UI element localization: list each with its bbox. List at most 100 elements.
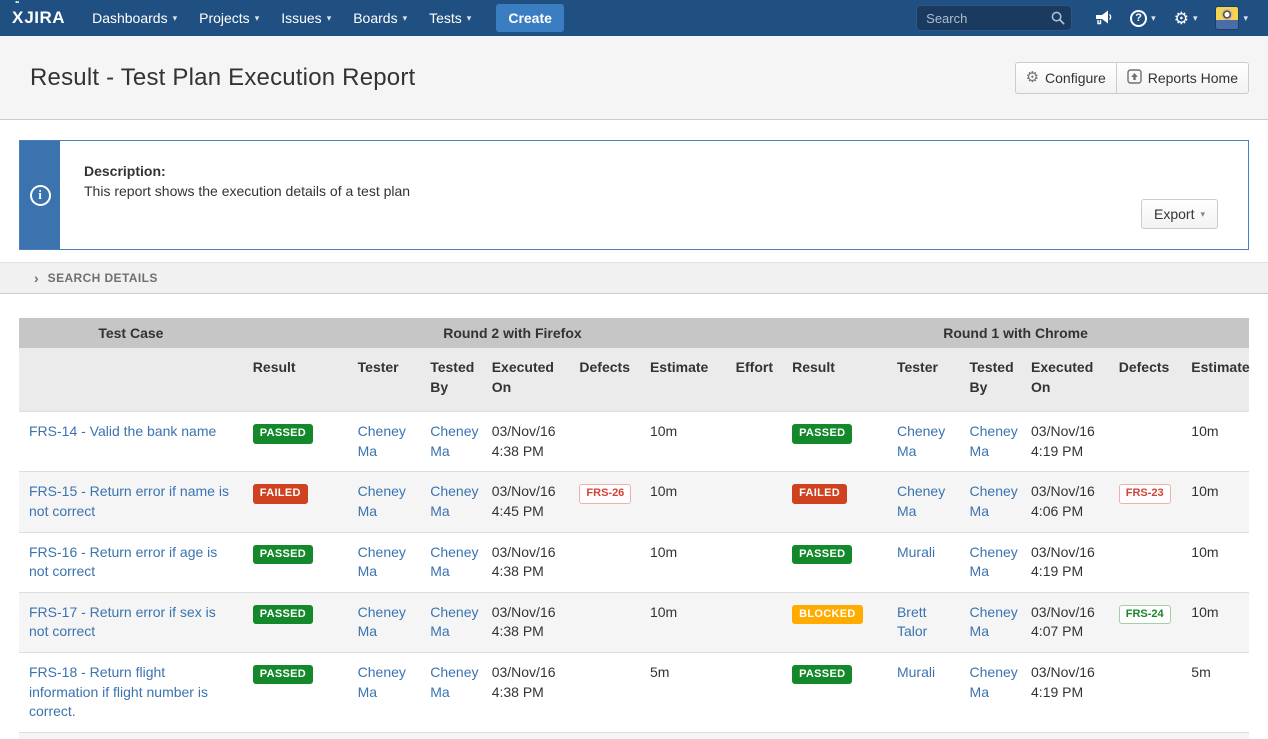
user-link[interactable]: Cheney Ma — [969, 603, 1018, 640]
user-link[interactable]: Cheney Ma — [357, 543, 406, 580]
description-label: Description: — [84, 163, 166, 179]
nav-link-issues[interactable]: Issues ▾ — [270, 1, 342, 35]
cell-text: 03/Nov/16 4:19 PM — [1021, 732, 1109, 739]
user-link[interactable]: Cheney Ma — [430, 663, 479, 700]
cell-text: 03/Nov/16 4:38 PM — [491, 423, 556, 459]
user-link[interactable]: Cheney Ma — [357, 483, 406, 519]
cell-text: 10m — [1181, 471, 1249, 533]
reports-home-icon — [1127, 68, 1142, 87]
test-case-link[interactable]: FRS-15 - Return error if name is not cor… — [29, 483, 229, 519]
user-link[interactable]: Cheney Ma — [357, 423, 406, 459]
user-link[interactable]: Cheney Ma — [430, 543, 479, 580]
empty-cell — [725, 732, 783, 739]
user-link[interactable]: Cheney Ma — [969, 663, 1018, 700]
user-link[interactable]: Cheney Ma — [896, 483, 946, 519]
nav-item-tests: Tests ▾ — [418, 1, 482, 35]
execution-status-badge[interactable]: PASSED — [252, 424, 314, 444]
quick-search — [916, 5, 1073, 31]
configure-button[interactable]: ⚙ Configure — [1014, 61, 1117, 94]
chevron-down-icon: ▾ — [1151, 12, 1156, 23]
table-row: FRS-14 - Valid the bank name PASSED Cheney… — [19, 411, 1249, 472]
nav-link-boards[interactable]: Boards ▾ — [342, 1, 418, 35]
user-link[interactable]: Cheney Ma — [430, 423, 479, 459]
execution-status-badge[interactable]: FAILED — [792, 484, 848, 504]
nav-menu: Dashboards ▾ Projects ▾ Issues ▾ Boards ▾ Tests ▾ — [81, 1, 482, 35]
jira-logo[interactable]: X JIRA — [11, 0, 65, 28]
cell-text: 03/Nov/16 4:38 PM — [491, 663, 556, 700]
defect-link-badge[interactable]: FRS-23 — [1118, 484, 1171, 504]
defect-link-badge[interactable]: FRS-26 — [579, 484, 632, 504]
user-profile-button[interactable]: ▾ — [1209, 1, 1254, 35]
execution-status-badge[interactable]: BLOCKED — [792, 604, 863, 625]
nav-link-dashboards[interactable]: Dashboards ▾ — [81, 1, 188, 35]
chevron-down-icon: ▾ — [1243, 12, 1248, 23]
column-header-tester: Tester — [347, 348, 421, 412]
cell-text: 10m — [1191, 543, 1219, 560]
test-case-link[interactable]: FRS-17 - Return error if sex is not corr… — [29, 603, 216, 640]
info-icon: i — [29, 184, 51, 206]
export-button[interactable]: Export ▾ — [1141, 199, 1218, 229]
empty-cell — [569, 412, 640, 472]
table-row: FRS-18 - Return flight information if fl… — [19, 652, 1249, 732]
avatar — [1215, 6, 1240, 30]
reports-home-button[interactable]: Reports Home — [1115, 61, 1249, 94]
execution-status-badge[interactable]: PASSED — [252, 664, 314, 685]
empty-cell — [726, 412, 782, 472]
nav-link-projects[interactable]: Projects ▾ — [188, 1, 270, 35]
user-link[interactable]: Cheney Ma — [430, 483, 479, 519]
execution-status-badge[interactable]: PASSED — [252, 604, 314, 625]
cell-text: 03/Nov/16 4:07 PM — [1021, 592, 1109, 653]
search-input[interactable] — [916, 5, 1073, 31]
table-group-header-row: Test Case Round 2 with Firefox Round 1 w… — [19, 318, 1249, 348]
user-link[interactable]: Murali — [896, 663, 936, 680]
execution-status-badge[interactable]: PASSED — [792, 544, 853, 564]
jira-logo-mark-icon: X — [11, 0, 23, 28]
empty-cell — [726, 532, 782, 592]
user-link[interactable]: Cheney Ma — [969, 423, 1018, 459]
search-details-toggle[interactable]: › SEARCH DETAILS — [0, 262, 1268, 294]
cell-text: 10m — [649, 423, 678, 440]
execution-status-badge[interactable]: PASSED — [792, 424, 853, 444]
user-link[interactable]: Cheney Ma — [357, 603, 406, 640]
chevron-down-icon: ▾ — [326, 12, 332, 23]
chevron-down-icon: ▾ — [402, 12, 408, 23]
empty-cell — [725, 592, 783, 653]
search-icon[interactable] — [1051, 11, 1065, 28]
table-row: FRS-19 - Return an error if flight numbe… — [19, 732, 1249, 739]
defect-link-badge[interactable]: FRS-24 — [1118, 604, 1171, 625]
user-link[interactable]: Murali — [896, 543, 936, 560]
chevron-right-icon: › — [34, 270, 39, 286]
column-header-empty — [19, 348, 243, 412]
help-menu-button[interactable]: ? ▾ — [1124, 5, 1162, 32]
user-link[interactable]: Cheney Ma — [896, 423, 946, 459]
megaphone-icon — [1094, 9, 1112, 28]
execution-report-table-wrap: Test Case Round 2 with Firefox Round 1 w… — [0, 294, 1268, 739]
execution-status-badge[interactable]: PASSED — [792, 664, 853, 685]
user-link[interactable]: Cheney Ma — [969, 543, 1018, 580]
cell-text: 03/Nov/16 4:19 PM — [1031, 543, 1095, 580]
nav-item-label: Projects — [199, 10, 250, 26]
page-title: Result - Test Plan Execution Report — [30, 63, 416, 91]
create-button[interactable]: Create — [496, 4, 564, 32]
column-header-tested-by: Tested By — [420, 348, 482, 412]
nav-link-tests[interactable]: Tests ▾ — [418, 1, 482, 35]
execution-status-badge[interactable]: PASSED — [252, 544, 314, 564]
test-case-link[interactable]: FRS-18 - Return flight information if fl… — [29, 663, 208, 720]
column-header-executed-on: Executed On — [481, 348, 570, 412]
test-case-link[interactable]: FRS-14 - Valid the bank name — [29, 423, 217, 440]
admin-settings-button[interactable]: ⚙ ▾ — [1168, 5, 1204, 32]
test-case-link[interactable]: FRS-16 - Return error if age is not corr… — [29, 543, 218, 580]
user-link[interactable]: Cheney Ma — [357, 663, 406, 700]
column-header-result: Result — [782, 348, 887, 412]
user-link[interactable]: Cheney Ma — [969, 483, 1018, 519]
empty-cell — [725, 471, 783, 533]
execution-status-badge[interactable]: FAILED — [252, 484, 308, 504]
column-header-estimate: Estimate — [639, 348, 726, 412]
empty-cell — [1109, 652, 1182, 732]
description-text: This report shows the execution details … — [84, 183, 411, 199]
user-link[interactable]: Cheney Ma — [430, 603, 479, 640]
cell-text: 10m — [639, 592, 726, 653]
table-row: FRS-17 - Return error if sex is not corr… — [19, 592, 1249, 653]
user-link[interactable]: Brett Talor — [896, 603, 928, 640]
announcements-button[interactable] — [1088, 4, 1118, 33]
